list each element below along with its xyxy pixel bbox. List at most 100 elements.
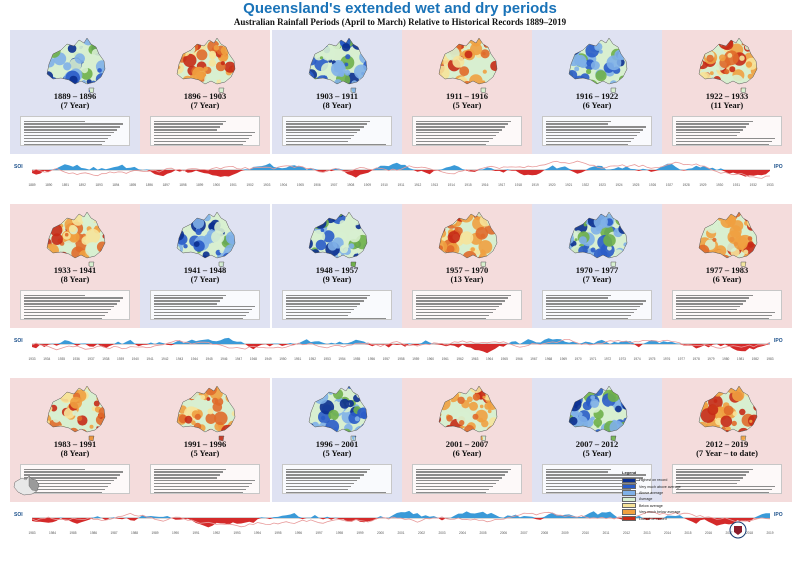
note-text-line (546, 491, 628, 493)
year-tick-label: 1937 (87, 357, 95, 361)
period-length: (6 Year) (582, 100, 612, 110)
note-text-line (24, 120, 86, 122)
australia-rainfall-map (693, 382, 761, 442)
year-tick-label: 1978 (692, 357, 700, 361)
year-tick-label: 1928 (682, 183, 690, 187)
note-text-line (154, 129, 218, 131)
note-text-line (546, 140, 631, 143)
year-tick-label: 1950 (279, 357, 287, 361)
year-tick-label: 1939 (117, 357, 125, 361)
legend-label: Lowest on record (639, 516, 667, 521)
note-text-line (154, 317, 243, 319)
period-length: (13 Year) (450, 274, 484, 284)
note-text-line (676, 123, 750, 125)
year-tick-label: 1961 (441, 357, 449, 361)
year-axis: 1933 1934 1935 1936 1937 1938 1939 1940 1941 1942… (14, 357, 788, 363)
year-tick-label: 1895 (129, 183, 137, 187)
year-tick-label: 1960 (426, 357, 435, 361)
note-text-line (286, 491, 386, 493)
ipo-axis-label: IPO (774, 338, 783, 344)
note-text-line (676, 483, 738, 485)
note-text-line (286, 311, 352, 314)
year-tick-label: 1941 (146, 357, 154, 361)
year-tick-label: 1969 (559, 357, 567, 361)
note-text-line (676, 306, 741, 308)
australia-rainfall-map (303, 382, 371, 442)
note-text-line (546, 129, 643, 131)
note-text-line (546, 143, 628, 145)
period-label: 1941 – 1948 (7 Year) (165, 266, 245, 284)
note-text-line (416, 303, 502, 305)
note-text-line (154, 303, 218, 305)
year-tick-label: 1927 (665, 183, 673, 187)
year-tick-label: 1976 (663, 357, 671, 361)
year-tick-label: 2000 (376, 531, 385, 535)
ipo-line (31, 160, 771, 179)
year-tick-label: 2002 (417, 531, 426, 535)
period-length: (6 Year) (712, 274, 742, 284)
note-text-line (24, 314, 105, 317)
year-tick-label: 1910 (380, 183, 388, 187)
year-tick-label: 1954 (338, 357, 346, 361)
year-tick-label: 1948 (249, 357, 257, 361)
year-tick-label: 1994 (253, 531, 262, 535)
year-axis: 1983 1984 1985 1986 1987 1988 1989 1990 1991 1992… (14, 531, 788, 537)
note-text-line (546, 474, 646, 476)
year-tick-label: 1967 (530, 357, 538, 361)
note-text-line (154, 485, 249, 488)
note-text-line (416, 143, 487, 145)
note-text-line (24, 143, 102, 145)
year-tick-label: 2004 (458, 531, 467, 535)
year-tick-label: 1962 (456, 357, 464, 361)
year-tick-label: 1988 (130, 531, 139, 535)
year-tick-label: 1946 (220, 357, 228, 361)
note-text-line (676, 488, 772, 491)
year-tick-label: 1919 (531, 183, 539, 187)
note-text-line (416, 317, 487, 319)
legend-swatch (622, 490, 636, 496)
year-tick-label: 1916 (481, 183, 489, 187)
soi-negative-area (32, 344, 770, 354)
legend-item: Highest on record (622, 477, 782, 483)
year-tick-label: 1980 (722, 357, 730, 361)
period-length: (5 Year) (190, 448, 220, 458)
note-text-line (154, 480, 255, 482)
legend-label: Above average (639, 490, 664, 495)
note-text-line (546, 137, 634, 140)
year-tick-label: 1936 (72, 357, 80, 361)
legend-swatch (622, 509, 636, 515)
note-text-line (676, 311, 775, 314)
year-tick-label: 1985 (69, 531, 77, 535)
note-text-line (154, 483, 252, 485)
period-notes-panel (412, 116, 522, 146)
period-years: 1996 – 2001 (315, 439, 359, 449)
note-text-line (416, 480, 499, 482)
queensland-government-crest (718, 520, 758, 550)
note-text-line (286, 477, 361, 479)
note-text-line (416, 294, 511, 296)
note-text-line (154, 126, 221, 128)
year-tick-label: 1900 (212, 183, 221, 187)
year-tick-label: 1908 (347, 183, 355, 187)
period-length: (6 Year) (452, 448, 482, 458)
note-text-line (676, 474, 747, 476)
period-label: 1911 – 1916 (5 Year) (427, 92, 507, 110)
australia-rainfall-map (433, 208, 501, 268)
year-tick-label: 1914 (447, 183, 455, 187)
year-tick-label: 1903 (263, 183, 271, 187)
note-text-line (676, 314, 772, 317)
year-tick-label: 1918 (514, 183, 522, 187)
note-text-line (154, 135, 252, 137)
year-tick-label: 1932 (749, 183, 757, 187)
legend-label: Highest on record (639, 478, 668, 483)
period-length: (7 Year) (190, 274, 220, 284)
period-label: 1896 – 1903 (7 Year) (165, 92, 245, 110)
note-text-line (546, 480, 640, 482)
note-text-line (546, 294, 612, 296)
note-text-line (676, 303, 744, 305)
year-tick-label: 2007 (520, 531, 528, 535)
year-tick-label: 2016 (704, 531, 713, 535)
note-text-line (286, 126, 364, 128)
year-tick-label: 1993 (233, 531, 241, 535)
note-text-line (676, 294, 753, 296)
